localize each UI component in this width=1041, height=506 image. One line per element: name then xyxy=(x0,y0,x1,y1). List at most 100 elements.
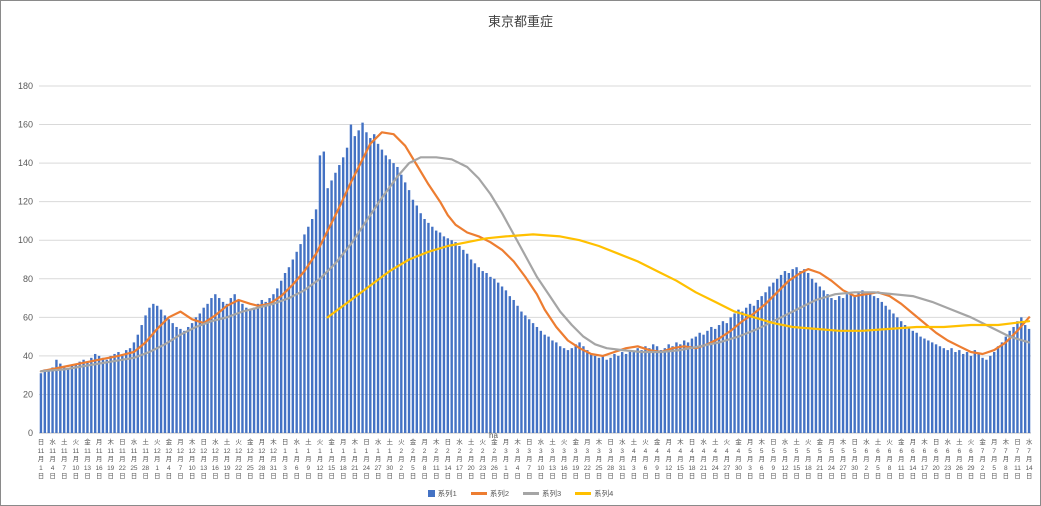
bar xyxy=(159,309,163,433)
x-axis-tick-label: 金 xyxy=(410,437,417,446)
y-axis-tick-label: 120 xyxy=(18,197,33,207)
x-axis-tick-label: 28 xyxy=(142,465,150,472)
x-axis-tick-label: 月 xyxy=(689,455,696,463)
bar xyxy=(628,350,632,433)
x-axis-tick-label: 18 xyxy=(340,465,348,472)
x-axis-tick-label: 12 xyxy=(177,448,185,455)
x-axis-tick-label: 木 xyxy=(107,437,114,446)
bar xyxy=(353,136,357,433)
x-axis-tick-label: 4 xyxy=(516,465,520,472)
bar xyxy=(547,336,550,433)
x-axis-tick-label: 月 xyxy=(142,455,149,463)
x-axis-tick-label: 6 xyxy=(911,448,915,455)
bar xyxy=(582,346,585,433)
bar xyxy=(717,325,721,433)
x-axis-tick-label: 2 xyxy=(446,448,450,455)
x-axis-tick-label: 土 xyxy=(712,437,719,446)
bar xyxy=(411,199,415,433)
x-axis-tick-label: 15 xyxy=(328,465,336,472)
x-axis-tick-label: 11 xyxy=(84,448,91,455)
x-axis-tick-label: 11 xyxy=(142,448,149,455)
x-axis-tick-label: 水 xyxy=(700,437,707,446)
bar xyxy=(779,274,783,433)
x-axis-tick-label: 25 xyxy=(247,465,255,472)
legend-item: 系列3 xyxy=(523,488,561,499)
x-axis-tick-label: 2 xyxy=(434,448,438,455)
x-axis-tick-label: 火 xyxy=(886,439,893,446)
x-axis-tick-label: 3 xyxy=(562,448,566,455)
x-axis-tick-label: 30 xyxy=(386,465,394,472)
x-axis-tick-label: 6 xyxy=(899,448,903,455)
bar xyxy=(578,342,581,433)
x-axis-tick-label: 日 xyxy=(107,472,114,480)
bar xyxy=(527,319,531,433)
x-axis-tick-label: 月 xyxy=(549,455,556,463)
bar xyxy=(198,313,202,433)
x-axis-tick-label: 木 xyxy=(921,437,928,446)
bar xyxy=(314,209,318,433)
x-axis-tick-label: 12 xyxy=(235,448,243,455)
bar xyxy=(121,355,124,433)
x-axis-tick-label: 木 xyxy=(840,437,847,446)
x-axis-tick-label: 日 xyxy=(689,438,696,446)
x-axis-tick-label: 水 xyxy=(538,437,545,446)
bar xyxy=(93,353,97,433)
bar xyxy=(880,301,884,433)
x-axis-tick-label: 月 xyxy=(991,455,998,463)
x-axis-tick-label: 金 xyxy=(247,437,254,446)
x-axis-tick-label: 月 xyxy=(898,455,905,463)
bar xyxy=(597,357,601,433)
x-axis-tick-label: 月 xyxy=(154,455,161,463)
bar xyxy=(194,317,198,433)
x-axis-tick-label: 4 xyxy=(737,448,741,455)
x-axis-tick-label: 月 xyxy=(758,455,765,463)
x-axis-tick-label: 木 xyxy=(433,437,440,446)
x-axis-tick-label: 2 xyxy=(400,448,404,455)
bar xyxy=(140,325,143,433)
x-axis-tick-label: 月 xyxy=(596,455,603,463)
bar xyxy=(221,301,225,433)
bar xyxy=(946,350,949,433)
bar xyxy=(86,361,89,433)
x-axis-tick-label: 4 xyxy=(655,448,659,455)
bar xyxy=(1023,325,1027,433)
bar xyxy=(667,344,670,433)
bar xyxy=(969,355,973,433)
x-axis-tick-label: 金 xyxy=(735,437,742,446)
bar xyxy=(876,298,880,433)
x-axis-tick-label: 月 xyxy=(863,455,870,463)
x-axis-tick-label: 30 xyxy=(735,465,743,472)
x-axis-tick-label: 土 xyxy=(956,437,963,446)
x-axis-tick-label: 日 xyxy=(224,472,231,480)
x-axis-tick-label: 日 xyxy=(479,472,486,480)
x-axis-tick-label: 月 xyxy=(61,455,68,463)
x-axis-tick-label: 月 xyxy=(363,455,370,463)
legend-swatch-line-icon xyxy=(523,492,539,495)
bar xyxy=(419,213,422,433)
x-axis-tick-label: 1 xyxy=(365,448,369,455)
x-axis-tick-label: 4 xyxy=(167,465,171,472)
x-axis-tick-label: 21 xyxy=(700,465,708,472)
x-axis-tick-label: 22 xyxy=(119,465,127,472)
x-axis-tick-label: 月 xyxy=(665,455,672,463)
bar xyxy=(59,363,62,433)
bar xyxy=(264,301,267,433)
bar xyxy=(663,348,667,433)
bar xyxy=(163,315,167,433)
x-axis-tick-label: 1 xyxy=(155,465,159,472)
x-axis-tick-label: 月 xyxy=(561,455,568,463)
x-axis-tick-label: 日 xyxy=(875,472,882,480)
x-axis-tick-label: 21 xyxy=(816,465,824,472)
x-axis-tick-label: 5 xyxy=(806,448,810,455)
bar xyxy=(55,359,58,433)
x-axis-tick-label: 3 xyxy=(527,448,531,455)
legend-item: 系列4 xyxy=(575,488,613,499)
x-axis-tick-label: 日 xyxy=(770,438,777,446)
x-axis-tick-label: 9 xyxy=(655,465,659,472)
x-axis-tick-label: 6 xyxy=(969,448,973,455)
x-axis-tick-label: 12 xyxy=(200,448,208,455)
x-axis-tick-label: 月 xyxy=(259,438,266,446)
x-axis-tick-label: 木 xyxy=(514,437,521,446)
x-axis-tick-label: 月 xyxy=(642,455,649,463)
